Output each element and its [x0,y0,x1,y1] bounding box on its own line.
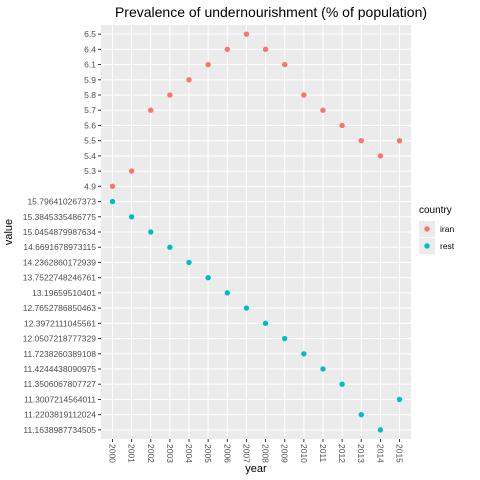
x-tick-label: 2007 [241,444,251,463]
legend-title: country [419,205,452,216]
y-tick-label: 11.4244438090975 [23,364,96,374]
data-point-rest [205,274,211,281]
x-tick-label: 2010 [299,444,309,463]
data-point-rest [186,259,192,266]
y-tick-label: 5.6 [84,120,96,130]
y-tick-label: 11.3506067807727 [23,379,96,389]
y-tick-label: 6.5 [84,29,96,39]
x-tick-label: 2001 [127,444,137,463]
x-tick-label: 2003 [165,444,175,463]
data-point-iran [396,137,403,144]
data-point-rest [301,351,307,357]
x-axis-label: year [245,463,267,475]
data-point-rest [262,320,269,327]
data-point-rest [339,381,345,387]
data-point-iran [339,122,345,129]
y-tick-label: 6.4 [84,44,96,54]
y-tick-label: 15.0454879987634 [23,227,97,237]
data-point-iran [320,107,326,113]
y-tick-label: 14.6691678973115 [23,242,96,252]
data-point-iran [167,92,173,98]
data-point-iran [186,77,192,83]
y-tick-label: 12.3972111045561 [24,318,96,328]
x-tick-label: 2002 [146,444,156,463]
x-tick-label: 2011 [318,444,328,463]
x-tick-label: 2014 [375,444,385,463]
data-point-iran [224,46,230,53]
y-tick-label: 13.19659510401 [32,288,96,298]
y-tick-label: 5.7 [84,105,96,115]
x-tick-label: 2000 [107,444,117,463]
y-tick-label: 14.2362860172939 [23,257,97,267]
data-point-iran [243,31,250,37]
x-tick-label: 2015 [395,444,405,463]
data-point-rest [396,396,403,403]
x-axis-tick-labels: 2000 2001 2002 2003 2004 2005 2006 2007 2008 2009… [107,439,405,463]
x-tick-label: 2012 [337,444,347,463]
legend-label: rest [440,241,455,251]
chart-title: Prevalence of undernourishment (% of pop… [115,4,427,20]
y-tick-label: 11.3007214564011 [24,394,96,404]
data-points [109,31,403,433]
data-point-iran [377,153,384,159]
x-tick-label: 2004 [184,444,194,463]
y-tick-label: 5.4 [84,151,96,161]
y-tick-label: 15.796410267373 [27,197,96,207]
data-point-iran [128,168,135,174]
data-point-iran [282,61,288,68]
y-tick-label: 5.3 [84,166,96,176]
data-point-rest [109,198,116,205]
legend: country iran rest [419,205,455,254]
y-tick-label: 13.7522748246761 [23,273,97,283]
legend-key-iran [424,226,430,232]
data-point-iran [205,61,211,68]
data-point-iran [262,46,269,53]
data-point-rest [128,214,135,220]
x-tick-label: 2006 [222,444,232,463]
legend-key-rest [424,243,430,249]
y-axis-label: value [3,219,15,245]
data-point-iran [358,137,364,144]
y-tick-label: 11.1638987734505 [23,425,96,435]
x-tick-label: 2013 [356,444,366,463]
y-tick-label: 12.0507218777329 [23,334,97,344]
data-point-rest [282,335,288,342]
legend-label: iran [440,224,454,234]
data-point-rest [243,305,250,311]
data-point-rest [377,427,384,433]
y-tick-label: 12.7652786850463 [23,303,97,313]
data-point-rest [320,366,326,372]
data-point-iran [109,183,116,190]
data-point-iran [148,107,154,113]
legend-keys: iran rest [419,221,455,254]
y-tick-label: 11.7238260389108 [23,349,96,359]
y-tick-label: 4.9 [84,181,96,191]
x-tick-label: 2005 [203,444,213,463]
data-point-rest [224,290,230,296]
data-point-iran [301,92,307,98]
x-tick-label: 2008 [261,444,271,463]
y-tick-label: 6.1 [84,60,96,70]
x-tick-label: 2009 [280,444,290,463]
data-point-rest [148,229,154,235]
y-tick-label: 5.5 [84,136,96,146]
y-axis-tick-labels: 11.1638987734505 11.2203819112024 11.30072… [23,29,101,435]
y-tick-label: 5.9 [84,75,96,85]
y-tick-label: 5.8 [84,90,96,100]
data-point-rest [358,411,364,418]
y-tick-label: 15.3845335486775 [23,212,97,222]
y-tick-label: 11.2203819112024 [24,410,96,420]
data-point-rest [167,244,173,250]
